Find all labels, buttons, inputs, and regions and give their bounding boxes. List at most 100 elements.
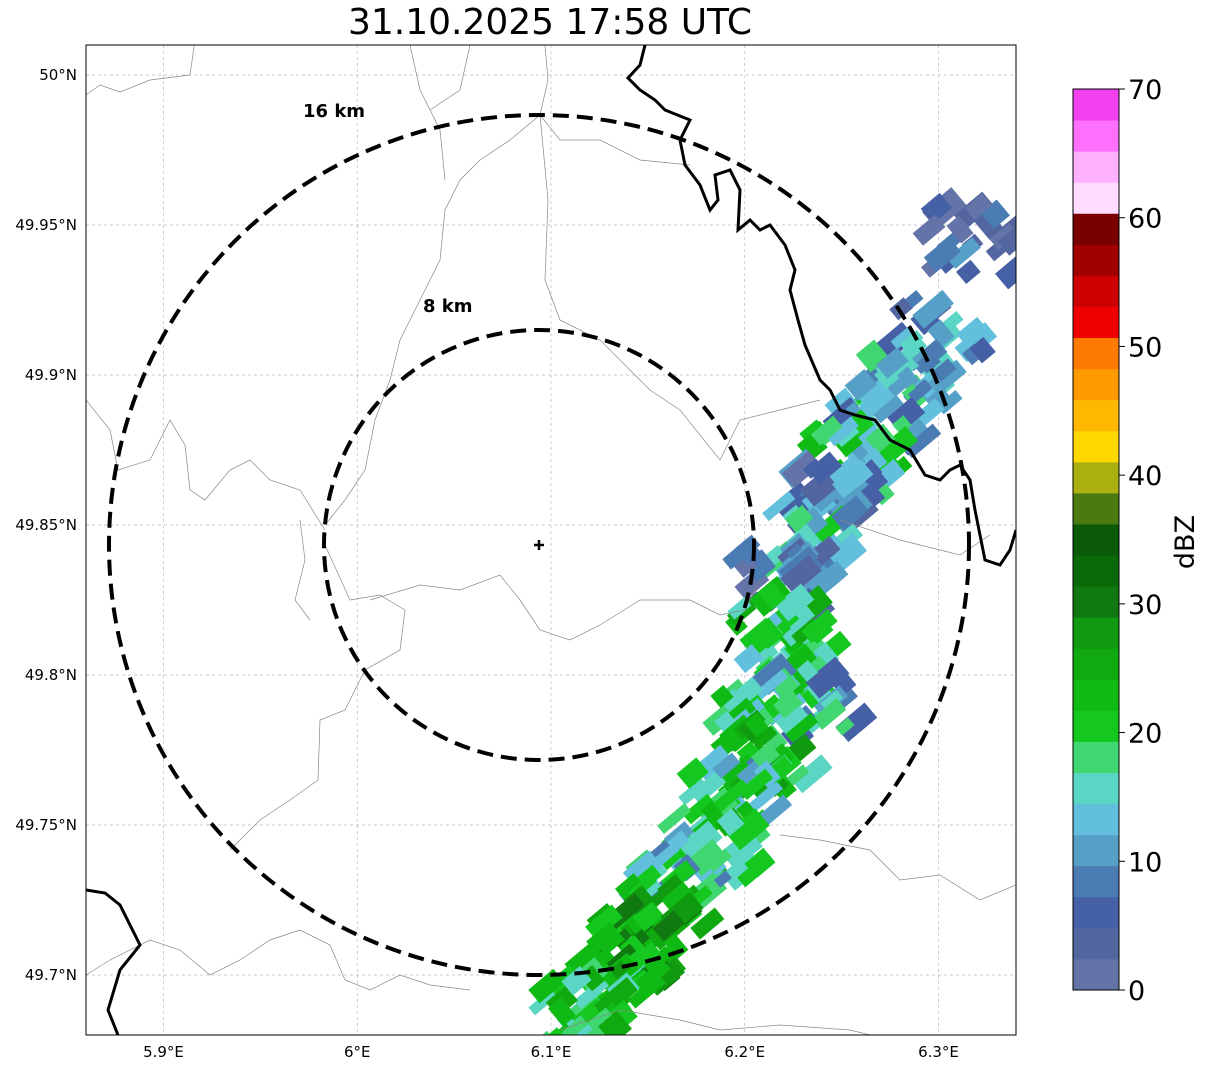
colorbar-bin — [1073, 555, 1119, 587]
echo-pixel — [548, 997, 577, 1027]
colorbar-bin — [1073, 213, 1119, 245]
range-ring-label-16km: 16 km — [303, 101, 365, 122]
colorbar-label: dBZ — [1170, 515, 1201, 569]
echo-pixel — [826, 416, 859, 447]
echo-pixel — [890, 325, 917, 350]
lat-tick-label: 49.8°N — [25, 666, 77, 684]
map-title: 31.10.2025 17:58 UTC — [347, 2, 753, 43]
echo-pixel — [932, 358, 957, 382]
echo-pixel — [682, 793, 716, 825]
echo-pixel — [661, 881, 698, 917]
echo-pixel — [723, 840, 755, 871]
echo-pixel — [862, 447, 888, 473]
echo-pixel — [774, 583, 815, 622]
echo-pixel — [899, 329, 924, 353]
echo-pixel — [657, 873, 688, 905]
echo-pixel — [917, 350, 941, 374]
echo-pixel — [785, 713, 819, 744]
colorbar-bin — [1073, 275, 1119, 307]
lat-tick-label: 49.85°N — [15, 516, 77, 534]
echo-pixel — [738, 768, 774, 801]
echo-pixel — [835, 717, 855, 736]
echo-pixel — [632, 901, 664, 932]
precipitation-echoes — [528, 187, 1016, 1035]
colorbar-bin — [1073, 151, 1119, 183]
echo-pixel — [920, 192, 953, 224]
radar-site-marker — [534, 540, 544, 550]
lon-tick-label: 6.2°E — [724, 1043, 765, 1061]
echo-pixel — [676, 757, 709, 789]
colorbar-bin — [1073, 803, 1119, 836]
echo-pixel — [751, 741, 781, 771]
echo-pixel — [690, 770, 727, 805]
echo-pixel — [736, 758, 765, 786]
echo-pixel — [875, 347, 909, 379]
echo-pixel — [820, 689, 844, 712]
colorbar-bin — [1073, 586, 1119, 618]
echo-pixel — [784, 504, 814, 533]
colorbar-bin — [1073, 772, 1119, 805]
echo-pixel — [710, 684, 734, 708]
echo-pixel — [678, 820, 723, 863]
echo-pixel — [780, 554, 822, 595]
colorbar-bin — [1073, 430, 1119, 463]
colorbar-bin — [1073, 617, 1119, 649]
colorbar-bin — [1073, 834, 1119, 867]
echo-pixel — [832, 459, 874, 499]
lat-tick-label: 49.75°N — [15, 816, 77, 834]
echo-pixel — [737, 856, 771, 888]
range-rings — [107, 113, 971, 977]
echo-pixel — [964, 193, 992, 220]
colorbar-bin — [1073, 182, 1119, 214]
echo-pixel — [752, 669, 789, 702]
echo-pixel — [889, 297, 913, 321]
colorbar-tick-labels: 0 10 20 30 40 50 60 70 — [1119, 75, 1162, 1007]
echo-pixel — [627, 973, 666, 1009]
echo-pixel — [573, 977, 610, 1010]
colorbar-bin — [1073, 710, 1119, 742]
echo-pixel — [752, 617, 784, 650]
lat-tick-label: 49.9°N — [25, 366, 77, 384]
colorbar-tick-label: 10 — [1128, 847, 1162, 878]
colorbar-bin — [1073, 865, 1119, 898]
echo-pixel — [790, 754, 833, 794]
longitude-tick-labels: 5.9°E 6°E 6.1°E 6.2°E 6.3°E — [143, 1043, 959, 1061]
echo-pixel — [725, 808, 770, 851]
echo-pixel — [716, 808, 745, 837]
echo-pixel — [892, 415, 912, 435]
echo-pixel — [564, 942, 602, 978]
echo-pixel — [807, 451, 842, 485]
echo-pixel — [775, 703, 812, 739]
lat-tick-label: 49.7°N — [25, 966, 77, 984]
echo-pixel — [969, 336, 996, 364]
echo-pixel — [653, 842, 680, 867]
echo-pixel — [801, 609, 838, 644]
echo-pixel — [873, 395, 904, 424]
colorbar-bin — [1073, 896, 1119, 929]
echo-pixel — [810, 415, 843, 446]
echo-pixel — [796, 660, 819, 682]
echo-pixel — [853, 419, 881, 446]
echo-pixel — [585, 904, 623, 940]
colorbar-tick-label: 70 — [1128, 75, 1162, 106]
echo-pixel — [928, 359, 967, 396]
echo-pixel — [657, 802, 692, 834]
echo-pixel — [663, 933, 689, 959]
lat-tick-label: 50°N — [39, 66, 77, 84]
colorbar-bin — [1073, 120, 1119, 152]
colorbar-bin — [1073, 927, 1119, 960]
echo-pixel — [652, 910, 685, 942]
colorbar-tick-label: 0 — [1128, 976, 1145, 1007]
echo-pixel — [528, 968, 565, 1004]
colorbar-bin — [1073, 741, 1119, 774]
lat-tick-label: 49.95°N — [15, 216, 77, 234]
colorbar-tick-label: 20 — [1128, 719, 1162, 750]
lon-tick-label: 5.9°E — [143, 1043, 184, 1061]
colorbar-bin — [1073, 461, 1119, 494]
echo-pixel — [598, 1010, 633, 1035]
echo-pixel — [690, 907, 725, 940]
colorbar-frame — [1072, 88, 1120, 991]
echo-pixel — [721, 677, 763, 716]
range-ring-label-8km: 8 km — [423, 296, 473, 317]
